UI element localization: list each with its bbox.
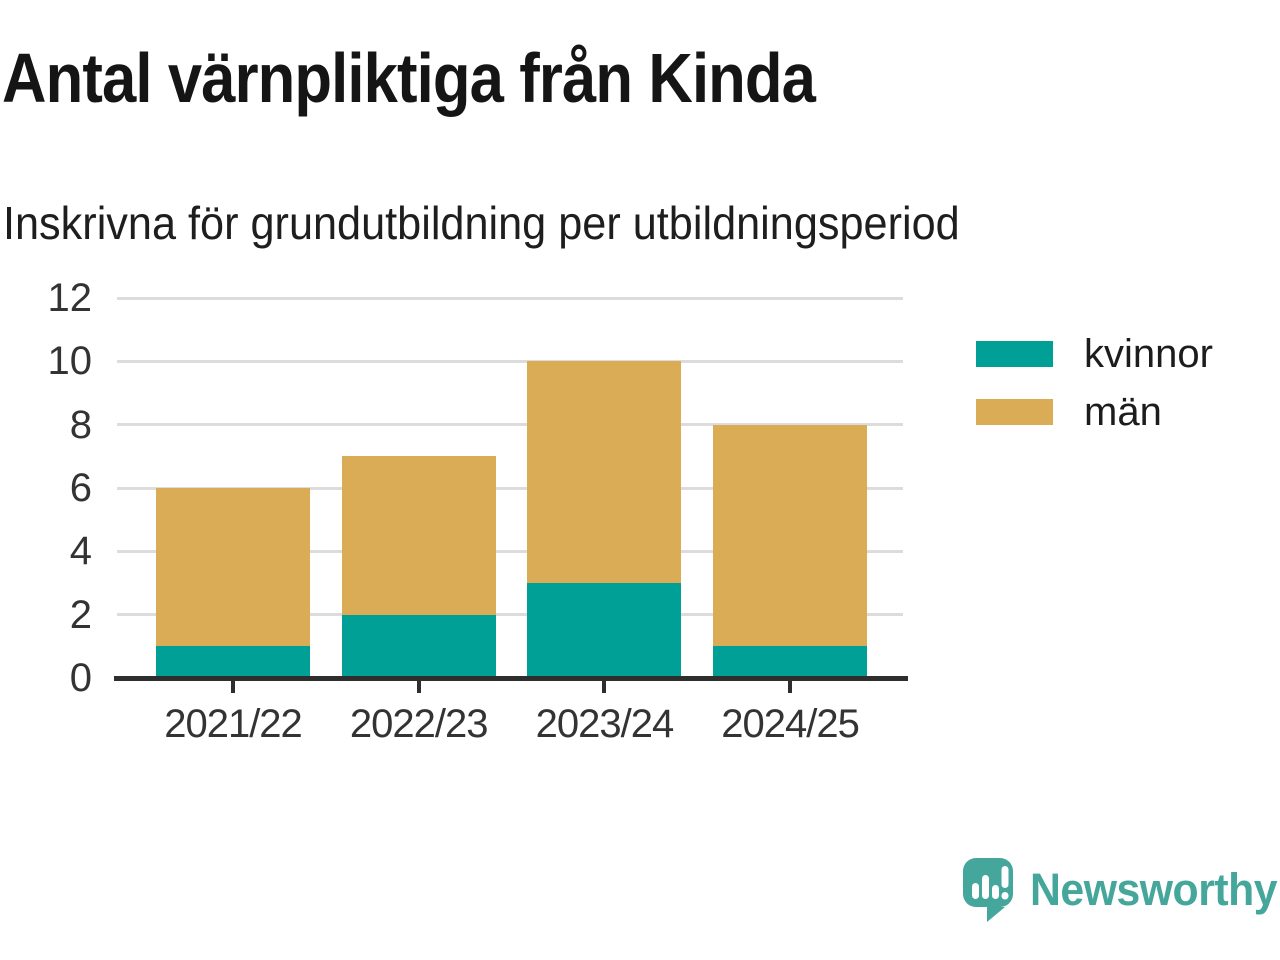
x-axis-tick-label: 2023/24: [535, 702, 675, 746]
legend-swatch-kvinnor: [976, 341, 1053, 367]
legend-swatch-man: [976, 399, 1053, 425]
bar-segment-män-2024/25: [713, 424, 868, 647]
bar-segment-män-2021/22: [156, 488, 310, 647]
bar-segment-kvinnor-2021/22: [156, 646, 310, 678]
x-axis-tick: [602, 680, 607, 693]
legend-label-kvinnor: kvinnor: [1084, 332, 1213, 376]
bar-segment-kvinnor-2022/23: [341, 614, 496, 678]
x-axis-tick-label: 2021/22: [164, 702, 303, 746]
y-axis-tick-label: 0: [69, 656, 92, 700]
bar-segment-kvinnor-2024/25: [713, 646, 868, 678]
chart-title: Antal värnpliktiga från Kinda: [2, 39, 816, 117]
x-axis-tick-label: 2022/23: [349, 702, 489, 746]
brand-footer: Newsworthy: [963, 858, 1280, 922]
y-axis-tick-label: 4: [69, 529, 92, 574]
brand-wordmark: Newsworthy: [1030, 864, 1278, 915]
gridline-y-6: [117, 486, 903, 490]
y-axis-tick-label: 2: [69, 592, 92, 637]
x-axis-line: [114, 675, 908, 681]
gridline-y-10: [117, 359, 903, 363]
legend-label-man: män: [1084, 390, 1162, 434]
y-axis-tick-label: 8: [69, 402, 92, 447]
bar-segment-män-2023/24: [527, 361, 682, 583]
y-axis-tick-label: 6: [69, 466, 92, 510]
x-axis-tick: [788, 680, 793, 693]
y-axis-tick-label: 12: [47, 276, 93, 320]
newsworthy-logo-icon: [963, 858, 1013, 922]
legend-item-man: män: [976, 390, 1213, 434]
gridline-y-8: [117, 423, 903, 427]
x-axis-tick: [231, 680, 235, 693]
chart-subtitle: Inskrivna för grundutbildning per utbild…: [3, 197, 960, 249]
gridline-y-4: [117, 549, 903, 553]
x-axis-tick: [416, 680, 421, 693]
bar-segment-kvinnor-2023/24: [527, 583, 682, 678]
legend-item-kvinnor: kvinnor: [976, 332, 1213, 376]
gridline-y-12: [117, 296, 903, 300]
bar-segment-män-2022/23: [341, 456, 496, 615]
x-axis-tick-label: 2024/25: [721, 702, 860, 746]
chart-legend: kvinnor män: [976, 332, 1213, 434]
gridline-y-2: [117, 613, 903, 617]
y-axis-tick-label: 10: [47, 339, 93, 384]
